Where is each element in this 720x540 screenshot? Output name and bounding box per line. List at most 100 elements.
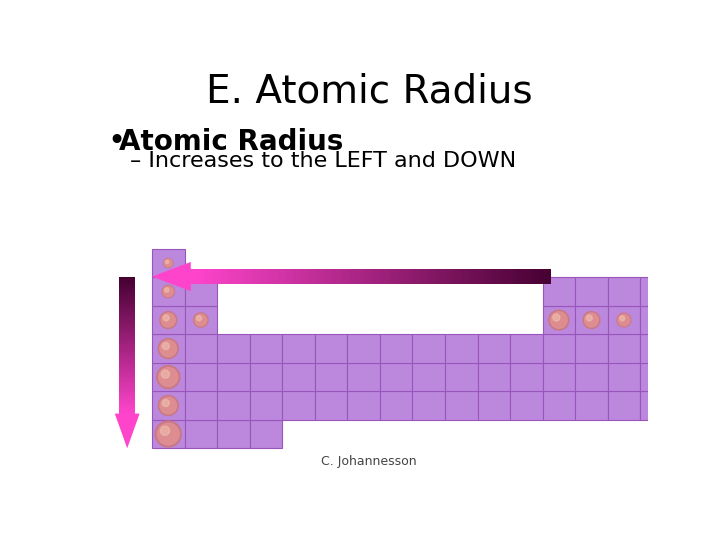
Bar [120, 397, 135, 399]
Bar [512, 269, 515, 284]
Circle shape [160, 312, 177, 328]
Bar [191, 269, 194, 284]
Bar [120, 296, 135, 297]
Bar [672, 363, 706, 391]
Bar [120, 353, 135, 355]
Bar [152, 278, 184, 306]
Bar [120, 276, 135, 278]
Bar [515, 269, 518, 284]
Bar [120, 382, 135, 383]
Bar [120, 370, 135, 371]
Bar [120, 294, 135, 296]
Circle shape [164, 259, 172, 267]
Bar [152, 306, 184, 334]
Bar [194, 269, 197, 284]
Bar [413, 392, 445, 420]
Bar [250, 420, 282, 448]
Bar [120, 379, 135, 381]
Bar [120, 403, 135, 404]
Bar [317, 269, 320, 284]
Bar [470, 269, 473, 284]
FancyArrow shape [152, 262, 192, 291]
Circle shape [549, 310, 569, 330]
Bar [120, 399, 135, 400]
Bar [120, 299, 135, 300]
Bar [120, 337, 135, 338]
Bar [296, 269, 299, 284]
Bar [536, 269, 539, 284]
Bar [315, 334, 347, 363]
Bar [120, 311, 135, 312]
Bar [521, 269, 524, 284]
Bar [640, 306, 672, 334]
Bar [235, 269, 239, 284]
Text: C. Johannesson: C. Johannesson [321, 455, 417, 468]
Bar [419, 269, 422, 284]
Bar [217, 363, 250, 391]
Circle shape [686, 317, 692, 323]
Bar [281, 269, 284, 284]
Bar [543, 278, 575, 306]
Bar [120, 281, 135, 282]
Bar [543, 334, 575, 363]
Bar [608, 334, 640, 363]
Bar [410, 269, 413, 284]
Bar [392, 269, 395, 284]
Circle shape [161, 426, 170, 435]
Bar [120, 330, 135, 332]
Bar [120, 368, 135, 370]
Circle shape [617, 313, 631, 327]
Bar [120, 364, 135, 366]
Bar [120, 285, 135, 286]
Bar [452, 269, 455, 284]
Bar [120, 287, 135, 289]
Bar [416, 269, 419, 284]
Bar [120, 383, 135, 385]
Bar [120, 297, 135, 299]
Bar [120, 300, 135, 301]
Bar [120, 409, 135, 411]
Bar [640, 334, 672, 363]
Bar [347, 363, 380, 391]
Bar [278, 269, 281, 284]
Bar [120, 386, 135, 388]
Bar [374, 269, 377, 284]
Bar [120, 341, 135, 342]
Bar [389, 269, 392, 284]
Bar [152, 334, 184, 363]
Bar [120, 352, 135, 353]
Bar [404, 269, 407, 284]
Bar [120, 366, 135, 367]
Bar [293, 269, 296, 284]
Circle shape [155, 421, 181, 447]
Bar [245, 269, 248, 284]
Bar [120, 319, 135, 320]
Bar [120, 373, 135, 374]
Bar [120, 342, 135, 343]
Bar [120, 385, 135, 386]
Bar [120, 381, 135, 382]
Bar [332, 269, 335, 284]
Bar [510, 334, 543, 363]
Bar [575, 363, 608, 391]
Bar [120, 411, 135, 412]
Bar [239, 269, 242, 284]
Bar [120, 388, 135, 389]
Circle shape [160, 340, 176, 357]
Bar [422, 269, 425, 284]
Bar [494, 269, 497, 284]
Bar [120, 327, 135, 329]
Bar [282, 363, 315, 391]
Bar [315, 363, 347, 391]
Bar [284, 269, 287, 284]
Bar [120, 301, 135, 302]
Bar [120, 335, 135, 337]
Bar [120, 400, 135, 401]
Bar [120, 305, 135, 307]
Bar [120, 350, 135, 352]
Bar [120, 314, 135, 315]
Bar [120, 390, 135, 391]
Bar [477, 334, 510, 363]
Bar [445, 363, 477, 391]
Circle shape [162, 342, 169, 349]
